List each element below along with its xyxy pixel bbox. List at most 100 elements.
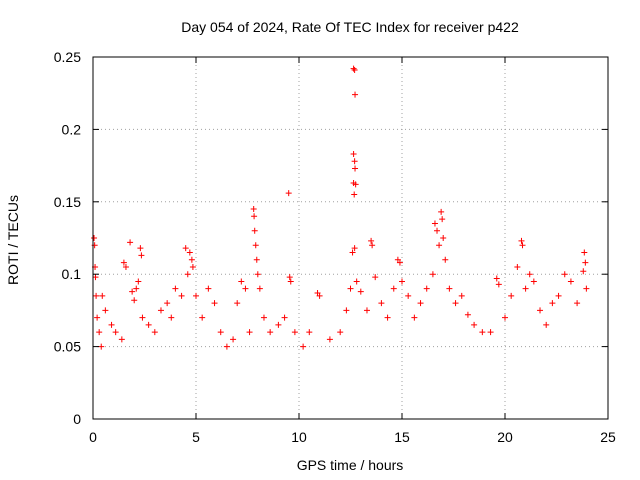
grid-lines (93, 57, 608, 419)
data-point (217, 329, 224, 336)
data-point (242, 285, 249, 292)
data-point (133, 285, 140, 292)
data-point (129, 288, 136, 295)
data-point (164, 300, 171, 307)
data-point (464, 311, 471, 318)
data-point (337, 329, 344, 336)
plot-frame (92, 56, 609, 420)
y-tick-label: 0.1 (62, 266, 82, 282)
data-point (411, 314, 418, 321)
data-point (351, 158, 358, 165)
data-point (583, 285, 590, 292)
y-tick-label: 0.25 (54, 49, 81, 65)
data-point (306, 329, 313, 336)
data-point (234, 300, 241, 307)
data-point (384, 314, 391, 321)
x-tick-label: 15 (394, 429, 410, 445)
data-point (230, 336, 237, 343)
data-point (135, 278, 142, 285)
data-point (93, 292, 100, 299)
data-point (352, 165, 359, 172)
data-point (543, 321, 550, 328)
data-point (493, 275, 500, 282)
data-point (487, 329, 494, 336)
data-point (396, 259, 403, 266)
data-point (436, 242, 443, 249)
axis-ticks: 0 5 10 15 20 25 0 0.05 0.1 0.15 0.2 0.25 (54, 49, 616, 445)
data-point (211, 300, 218, 307)
data-point (178, 292, 185, 299)
data-point (343, 307, 350, 314)
data-point (522, 285, 529, 292)
data-point (502, 314, 508, 321)
data-point (561, 271, 568, 278)
data-point (555, 292, 562, 299)
data-point (151, 329, 158, 336)
data-point (254, 271, 261, 278)
data-point (326, 336, 333, 343)
x-tick-label: 5 (192, 429, 200, 445)
data-point (442, 256, 449, 263)
x-tick-label: 0 (89, 429, 97, 445)
data-point (139, 314, 146, 321)
data-point (286, 274, 293, 281)
data-point (581, 249, 588, 256)
data-point (350, 65, 357, 72)
data-point (267, 329, 274, 336)
data-point (347, 285, 354, 292)
data-point (357, 288, 364, 295)
data-point (429, 271, 436, 278)
data-point (94, 314, 101, 321)
data-point (351, 67, 358, 74)
data-point (260, 314, 267, 321)
data-points (91, 65, 590, 350)
data-point (519, 242, 526, 249)
data-point (495, 281, 502, 288)
data-point (157, 307, 164, 314)
data-point (182, 245, 189, 252)
x-tick-label: 10 (291, 429, 307, 445)
data-point (549, 300, 556, 307)
data-point (446, 285, 453, 292)
data-point (122, 263, 129, 270)
data-point (368, 237, 375, 244)
data-point (438, 208, 445, 215)
x-tick-label: 20 (497, 429, 513, 445)
data-point (378, 300, 385, 307)
data-point (537, 307, 544, 314)
data-point (479, 329, 486, 336)
x-tick-label: 25 (600, 429, 616, 445)
data-point (193, 292, 199, 299)
data-point (471, 321, 478, 328)
data-point (246, 329, 253, 336)
data-point (253, 256, 260, 263)
data-point (405, 292, 412, 299)
data-point (423, 285, 430, 292)
data-point (352, 181, 359, 188)
data-point (251, 213, 258, 220)
data-point (353, 278, 360, 285)
data-point (137, 245, 144, 252)
data-point (458, 292, 465, 299)
data-point (91, 235, 98, 241)
data-point (275, 321, 282, 328)
data-point (205, 285, 212, 292)
data-point (369, 242, 376, 249)
data-point (102, 307, 109, 314)
data-point (250, 206, 257, 213)
data-point (434, 227, 441, 234)
data-point (390, 285, 397, 292)
data-point (452, 300, 459, 307)
data-point (514, 263, 521, 270)
data-point (352, 91, 359, 98)
data-point (108, 321, 115, 328)
data-point (300, 343, 307, 350)
data-point (112, 329, 119, 336)
data-point (98, 343, 105, 350)
data-point (145, 321, 152, 328)
data-point (223, 343, 230, 350)
data-point (118, 336, 125, 343)
data-point (189, 263, 196, 270)
data-point (168, 314, 175, 321)
